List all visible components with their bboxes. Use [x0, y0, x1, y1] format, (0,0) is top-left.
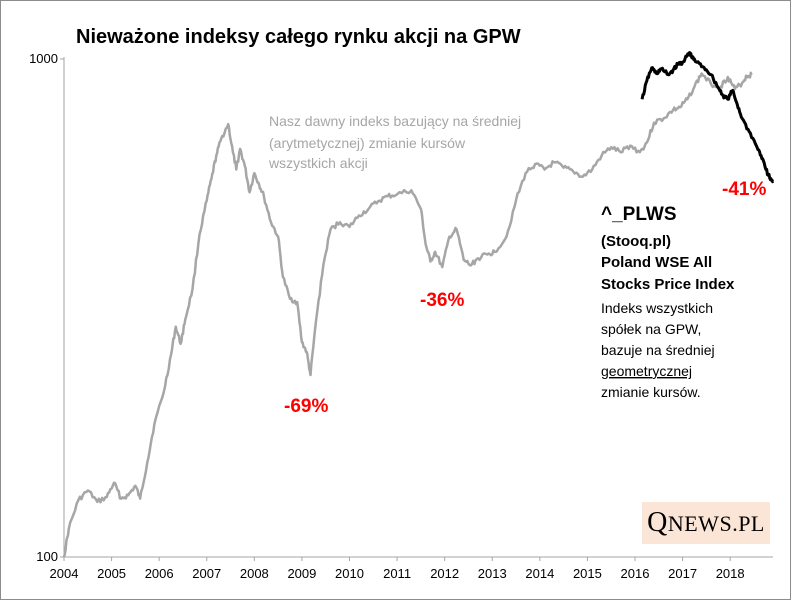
- x-ticks: 2004 2005 2006 2007 2008 2009 2010 2011 2012 2013…: [50, 557, 745, 581]
- x-tick-label-2012: 2012: [430, 566, 459, 581]
- x-tick-label-2005: 2005: [97, 566, 126, 581]
- plws-legend: ^_PLWS (Stooq.pl) Poland WSE All Stocks …: [601, 204, 735, 400]
- x-tick-label-2009: 2009: [287, 566, 316, 581]
- x-tick-label-2015: 2015: [573, 566, 602, 581]
- x-tick-label-2004: 2004: [50, 566, 79, 581]
- plws-desc-line-1: Indeks wszystkich: [601, 300, 713, 316]
- x-tick-label-2006: 2006: [145, 566, 174, 581]
- x-tick-label-2014: 2014: [525, 566, 554, 581]
- x-tick-label-2010: 2010: [335, 566, 364, 581]
- x-tick-label-2008: 2008: [240, 566, 269, 581]
- x-tick-label-2017: 2017: [668, 566, 697, 581]
- gray-note-line-2: (arytmetycznej) zmianie kursów: [269, 135, 466, 151]
- drop-label-2009: -69%: [284, 396, 328, 417]
- y-tick-label-100: 100: [36, 549, 58, 564]
- plws-ticker: ^_PLWS: [601, 204, 677, 225]
- x-tick-label-2011: 2011: [383, 566, 411, 581]
- plws-name-line-2: Stocks Price Index: [601, 276, 735, 293]
- gray-note-line-3: wszystkich akcji: [268, 155, 368, 171]
- plws-name-line-1: Poland WSE All: [601, 254, 712, 271]
- y-tick-label-1000: 1000: [29, 51, 58, 66]
- drop-label-2018: -41%: [722, 179, 766, 200]
- plws-desc-line-3: bazuje na średniej: [601, 342, 715, 358]
- gray-note-line-1: Nasz dawny indeks bazujący na średniej: [269, 113, 521, 129]
- x-tick-label-2007: 2007: [192, 566, 221, 581]
- x-tick-label-2013: 2013: [478, 566, 507, 581]
- series-line-arithmetic-index: [62, 71, 753, 558]
- y-ticks: 100 1000: [29, 51, 64, 564]
- x-tick-label-2018: 2018: [716, 566, 745, 581]
- gray-series-note: Nasz dawny indeks bazujący na średniej (…: [268, 113, 521, 171]
- series-line-plws: [640, 51, 775, 184]
- plws-desc-line-2: spółek na GPW,: [601, 321, 701, 337]
- drop-label-2011: -36%: [420, 290, 464, 311]
- logo-news: NEWS: [667, 511, 733, 536]
- qnews-logo: QNEWS.PL: [642, 502, 770, 544]
- logo-text: QNEWS.PL: [647, 507, 765, 539]
- plws-source: (Stooq.pl): [601, 233, 671, 250]
- logo-q: Q: [647, 507, 668, 538]
- logo-pl: .PL: [732, 511, 765, 536]
- series-layer: [62, 51, 775, 558]
- plws-desc-line-5: zmianie kursów.: [601, 384, 701, 400]
- chart-title: Nieważone indeksy całego rynku akcji na …: [76, 26, 521, 48]
- x-tick-label-2016: 2016: [621, 566, 650, 581]
- plws-desc-line-4: geometrycznej: [601, 363, 692, 379]
